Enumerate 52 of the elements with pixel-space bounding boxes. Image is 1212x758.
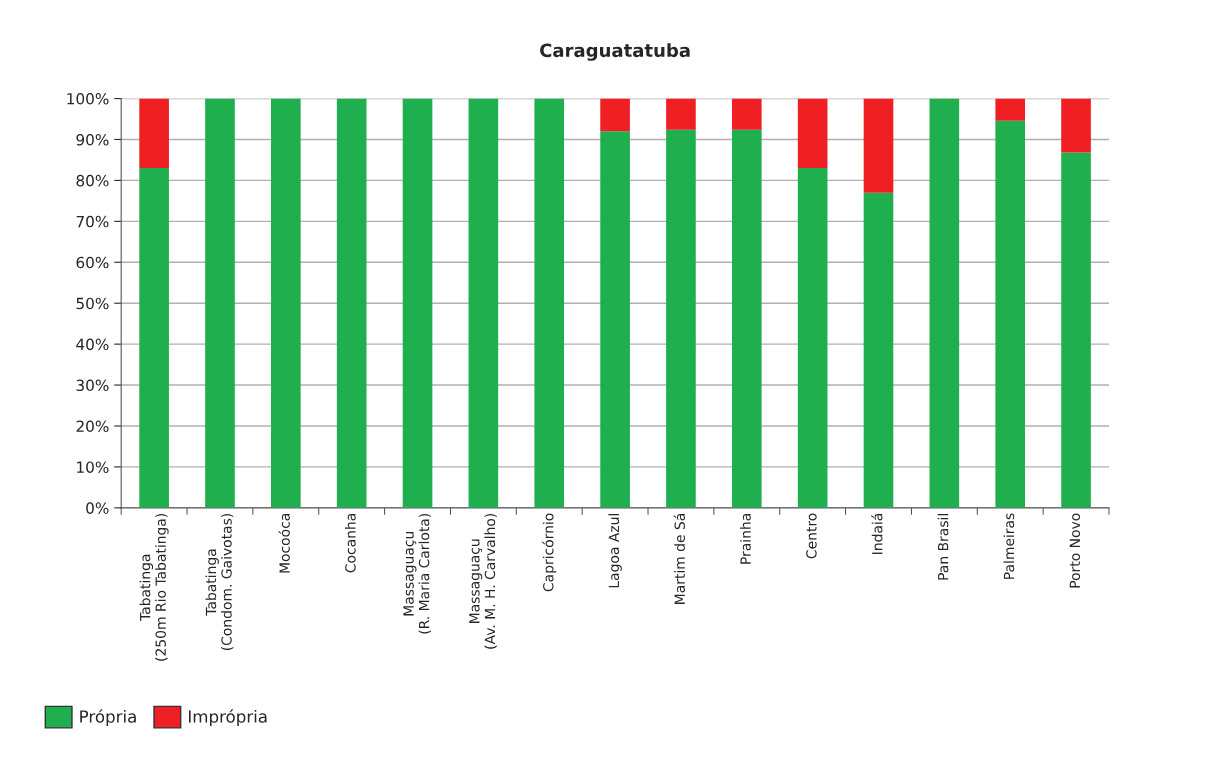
chart-title: Caraguatatuba xyxy=(540,43,690,61)
y-tick-label: 20% xyxy=(76,420,109,433)
bar xyxy=(666,98,696,130)
x-tick-label: Porto Novo xyxy=(1069,513,1081,588)
y-tick-label: 30% xyxy=(76,379,109,392)
bar xyxy=(205,98,235,508)
bar xyxy=(534,98,565,508)
bar xyxy=(139,98,169,169)
y-tick-label: 10% xyxy=(77,461,109,473)
bar xyxy=(1061,152,1091,508)
x-tick-label: Massaguaçu (R. Maria Carlota) xyxy=(403,513,431,634)
bar xyxy=(1061,98,1091,153)
x-tick-label: Cocanha xyxy=(344,513,356,573)
x-tick-label: Mocoóca xyxy=(278,513,290,573)
legend-label: Própria xyxy=(80,709,136,727)
x-tick-label: Palmeiras xyxy=(1003,513,1015,579)
y-tick-label: 0% xyxy=(86,502,109,514)
bar xyxy=(666,129,696,508)
x-tick-label: Martim de Sá xyxy=(673,513,685,604)
y-tick-label: 40% xyxy=(76,338,109,351)
bar xyxy=(797,98,828,169)
bar xyxy=(336,98,367,508)
bar xyxy=(995,98,1026,121)
bar xyxy=(468,98,499,508)
bar xyxy=(863,98,894,193)
bar xyxy=(600,98,630,132)
x-tick-label: Lagoa Azul xyxy=(608,514,622,588)
bar xyxy=(402,98,433,508)
x-tick-label: Indaiá xyxy=(871,513,883,554)
x-tick-label: Prainha xyxy=(740,513,751,564)
y-tick-label: 90% xyxy=(76,133,109,146)
x-tick-label: Centro xyxy=(806,513,817,559)
bar xyxy=(731,98,762,130)
x-tick-label: Massaguaçu (Av. M. H. Carvalho) xyxy=(469,513,497,649)
bar xyxy=(139,168,169,508)
bar xyxy=(271,98,301,508)
y-tick-label: 70% xyxy=(76,215,109,228)
bar xyxy=(600,131,630,508)
bar xyxy=(863,192,894,508)
y-tick-label: 80% xyxy=(76,174,109,187)
y-tick-label: 60% xyxy=(76,256,109,269)
x-tick-label: Pan Brasil xyxy=(937,514,949,580)
bar xyxy=(797,168,828,508)
x-tick-label: Tabatinga (Condom. Gaivotas) xyxy=(205,513,234,651)
x-tick-label: Tabatinga (250m Rio Tabatinga) xyxy=(139,513,169,661)
bar xyxy=(995,120,1026,508)
bar xyxy=(929,98,960,508)
x-tick-label: Capricórnio xyxy=(542,513,557,592)
y-tick-label: 100% xyxy=(67,93,109,105)
bar xyxy=(731,129,762,508)
y-tick-label: 50% xyxy=(76,297,109,310)
legend-label: Imprópria xyxy=(188,709,267,727)
